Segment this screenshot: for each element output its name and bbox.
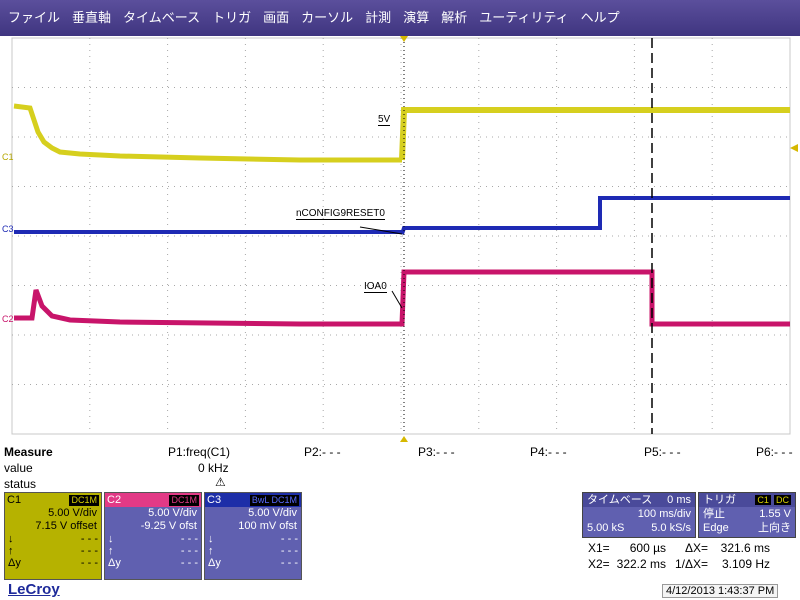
c3-stat3-label: Δy [208,557,221,569]
c2-marker[interactable]: C2 [2,314,14,324]
c3-coupling: BwL DC1M [249,494,299,506]
channel-box-c1[interactable]: C1 DC1M 5.00 V/div 7.15 V offset ↓ - - - ↑… [4,492,102,580]
trigger-position-marker-bottom [400,436,408,442]
c3-name: C3 [207,494,222,506]
trigger-coupling: DC [774,495,791,505]
c3-offset: 100 mV ofst [238,520,297,532]
c2-offset: -9.25 V ofst [140,520,197,532]
param-p2[interactable]: P2:- - - [304,445,341,459]
trace-label-c2: IOA0 [364,281,387,293]
trigger-state: 停止 [703,508,725,520]
c2-coupling: DC1M [169,494,199,506]
c1-name: C1 [7,494,22,506]
timebase-rate: 5.0 kS/s [651,522,691,534]
c1-marker[interactable]: C1 [2,152,14,162]
c2-stat1: - - - [180,533,198,545]
measure-row-status: status [4,477,37,491]
c1-stat3-label: Δy [8,557,21,569]
menu-item-7[interactable]: 演算 [403,10,430,25]
trigger-level-marker [790,144,798,152]
c2-stat2-label: ↑ [108,545,114,557]
c2-stat3-label: Δy [108,557,121,569]
trace-label-c1: 5V [378,114,391,126]
c1-stat1-label: ↓ [8,533,14,545]
c1-stat3: - - - [80,557,98,569]
ioa0-leader [391,290,403,309]
c2-vdiv: 5.00 V/div [148,507,197,519]
param-p1-value: 0 kHz [198,461,229,475]
timebase-label: タイムベース [587,494,653,506]
c1-stat1: - - - [80,533,98,545]
timebase-delay: 0 ms [667,494,691,506]
menu-item-6[interactable]: 計測 [365,10,392,25]
menu-bar: ファイル 垂直軸 タイムベース トリガ 画面 カーソル 計測 演算 解析 ユーティリティ ヘルプ [0,0,800,36]
c3-marker[interactable]: C3 [2,224,14,234]
menu-item-4[interactable]: 画面 [263,10,290,25]
dx-label: ΔX= [684,541,708,555]
inv-dx-value: 3.109 Hz [721,557,770,571]
x1-label: X1= [588,541,610,555]
cursor-readout: X1= 600 µs ΔX= 321.6 ms X2= 322.2 ms 1/Δ… [588,540,798,572]
c1-coupling: DC1M [69,494,99,506]
channel-box-c2[interactable]: C2 DC1M 5.00 V/div -9.25 V ofst ↓ - - - ↑ -… [104,492,202,580]
timebase-samples: 5.00 kS [587,522,625,534]
trigger-label: トリガ [703,494,736,506]
trigger-level: 1.55 V [759,508,791,520]
trigger-channel: C1 [755,495,771,505]
grid-lines [12,38,790,434]
c3-stat1-label: ↓ [208,533,214,545]
c3-stat1: - - - [280,533,298,545]
menu-item-10[interactable]: ヘルプ [580,10,620,25]
menu-item-2[interactable]: タイムベース [123,10,201,25]
param-p1[interactable]: P1:freq(C1) [168,445,231,459]
menu-item-9[interactable]: ユーティリティ [479,10,569,25]
timestamp: 4/12/2013 1:43:37 PM [662,584,779,598]
dx-value: 321.6 ms [720,541,770,555]
trigger-type: Edge [703,522,729,534]
trace-label-c3: nCONFIG9RESET0 [296,208,385,220]
c3-stat2-label: ↑ [208,545,214,557]
menu-item-8[interactable]: 解析 [441,10,468,25]
measure-title[interactable]: Measure [4,445,53,459]
trigger-position-marker [400,36,408,42]
c3-vdiv: 5.00 V/div [248,507,297,519]
channel-box-c3[interactable]: C3 BwL DC1M 5.00 V/div 100 mV ofst ↓ - - -… [204,492,302,580]
lecroy-logo: LeCroy [8,581,60,598]
menu-item-5[interactable]: カーソル [301,10,354,25]
measure-row-value: value [4,461,33,475]
menu-item-1[interactable]: 垂直軸 [72,10,112,25]
measure-panel: Measure value status P1:freq(C1) P2:- - … [0,443,800,491]
waveform-grid [11,36,798,442]
param-p6[interactable]: P6:- - - [756,445,793,459]
waveform-display[interactable]: 5V nCONFIG9RESET0 IOA0 C1 C3 C2 [0,36,800,442]
menu-item-0[interactable]: ファイル [8,10,61,25]
c2-stat2: - - - [180,545,198,557]
c1-trace [13,103,402,163]
c1-stat2: - - - [80,545,98,557]
c2-stat3: - - - [180,557,198,569]
menu-item-3[interactable]: トリガ [212,10,252,25]
timebase-tdiv: 100 ms/div [637,508,691,520]
param-p4[interactable]: P4:- - - [530,445,567,459]
x2-label: X2= [588,557,610,571]
nconfig-leader [359,226,403,235]
c1-vdiv: 5.00 V/div [48,507,97,519]
trigger-slope: 上向き [758,522,791,534]
c3-trace [14,196,790,235]
x1-value: 600 µs [629,541,666,555]
x2-value: 322.2 ms [616,557,666,571]
c3-stat3: - - - [280,557,298,569]
param-p3[interactable]: P3:- - - [418,445,455,459]
c3-stat2: - - - [280,545,298,557]
inv-dx-label: 1/ΔX= [674,557,708,571]
trigger-box[interactable]: トリガ C1 DC 停止 1.55 V Edge 上向き [698,492,796,538]
c1-offset: 7.15 V offset [35,520,97,532]
warning-icon: ⚠ [215,475,226,489]
c2-stat1-label: ↓ [108,533,114,545]
c1-stat2-label: ↑ [8,545,14,557]
timebase-box[interactable]: タイムベース 0 ms 100 ms/div 5.00 kS 5.0 kS/s [582,492,696,538]
param-p5[interactable]: P5:- - - [644,445,681,459]
c2-name: C2 [107,494,122,506]
